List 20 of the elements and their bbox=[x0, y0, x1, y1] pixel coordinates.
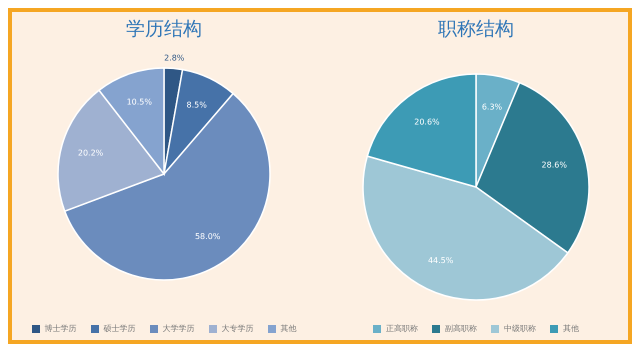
data-label: 44.5% bbox=[428, 256, 454, 265]
data-label: 2.8% bbox=[164, 53, 185, 62]
legend-label: 大专学历 bbox=[222, 323, 254, 334]
legend-label: 正高职称 bbox=[386, 323, 418, 334]
legend-label: 副高职称 bbox=[445, 323, 477, 334]
chart-title: 职称结构 bbox=[437, 17, 515, 42]
legend-label: 其他 bbox=[280, 323, 296, 334]
data-label: 20.6% bbox=[414, 118, 440, 127]
legend-label: 其他 bbox=[563, 323, 579, 334]
data-label: 6.3% bbox=[482, 102, 503, 112]
data-label: 58.0% bbox=[194, 232, 221, 242]
legend-label: 大学学历 bbox=[162, 323, 194, 334]
data-label: 20.2% bbox=[78, 148, 104, 158]
legend-label: 硕士学历 bbox=[104, 323, 136, 334]
chart-title: 学历结构 bbox=[125, 17, 203, 42]
data-label: 28.6% bbox=[542, 160, 568, 170]
data-label: 8.5% bbox=[186, 100, 208, 110]
legend-label: 博士学历 bbox=[44, 323, 76, 334]
legend-label: 中级职称 bbox=[504, 323, 536, 334]
data-label: 10.5% bbox=[126, 97, 152, 106]
